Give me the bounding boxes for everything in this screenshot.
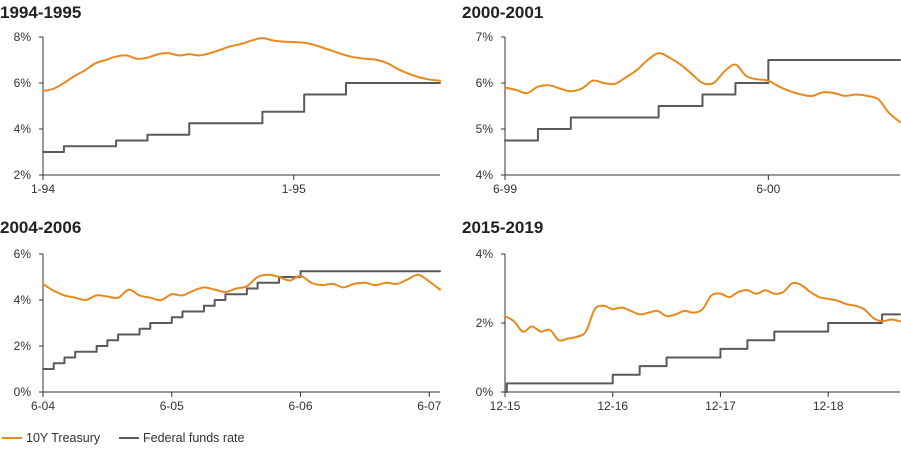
series-line-10y-treasury xyxy=(42,273,441,302)
y-tick-label: 4% xyxy=(14,293,32,307)
series-line-federal-funds-rate xyxy=(504,59,901,142)
x-tick-label: 6-07 xyxy=(417,399,441,413)
x-tick-label: 12-18 xyxy=(813,399,844,413)
chart-panel-0: 1994-1995 2% 4% 6% 8% 1-94 1-95 xyxy=(0,3,441,196)
legend: 10Y Treasury Federal funds rate xyxy=(2,431,244,445)
y-tick-label: 6% xyxy=(14,76,32,90)
chart-title: 1994-1995 xyxy=(0,3,81,22)
chart-panel-1: 2000-2001 4% 5% 6% 7% 6-99 6-00 xyxy=(462,3,901,196)
x-tick-label: 6-99 xyxy=(493,182,517,196)
y-tick-label: 0% xyxy=(476,385,494,399)
chart-panel-3: 2015-2019 0% 2% 4% 12-15 12-16 12-17 12-18 xyxy=(462,218,901,413)
series-line-10y-treasury xyxy=(42,37,441,93)
chart-title: 2015-2019 xyxy=(462,218,543,237)
chart-title: 2004-2006 xyxy=(0,218,81,237)
y-tick-label: 2% xyxy=(476,316,494,330)
y-tick-label: 4% xyxy=(476,168,494,182)
x-tick-label: 6-00 xyxy=(756,182,780,196)
x-tick-label: 1-95 xyxy=(282,182,306,196)
series-line-federal-funds-rate xyxy=(504,313,901,393)
chart-title: 2000-2001 xyxy=(462,3,543,22)
legend-label-10y-treasury: 10Y Treasury xyxy=(26,431,101,445)
series-line-10y-treasury xyxy=(504,281,901,342)
chart-panel-2: 2004-2006 0% 2% 4% 6% 6-04 6-05 6-06 6-07 xyxy=(0,218,442,413)
x-tick-label: 6-04 xyxy=(31,399,55,413)
y-tick-label: 2% xyxy=(14,168,32,182)
y-tick-label: 7% xyxy=(476,30,494,44)
series-line-federal-funds-rate xyxy=(42,270,441,370)
y-tick-label: 4% xyxy=(476,247,494,261)
legend-label-federal-funds-rate: Federal funds rate xyxy=(143,431,244,445)
x-tick-label: 1-94 xyxy=(31,182,55,196)
y-tick-label: 0% xyxy=(14,385,32,399)
x-tick-label: 6-05 xyxy=(160,399,184,413)
series-line-10y-treasury xyxy=(504,52,901,124)
y-tick-label: 4% xyxy=(14,122,32,136)
y-tick-label: 6% xyxy=(14,247,32,261)
x-tick-label: 6-06 xyxy=(288,399,312,413)
x-tick-label: 12-16 xyxy=(597,399,628,413)
y-tick-label: 8% xyxy=(14,30,32,44)
y-tick-label: 2% xyxy=(14,339,32,353)
x-tick-label: 12-17 xyxy=(705,399,736,413)
x-tick-label: 12-15 xyxy=(490,399,521,413)
y-tick-label: 5% xyxy=(476,122,494,136)
series-line-federal-funds-rate xyxy=(42,82,441,153)
y-tick-label: 6% xyxy=(476,76,494,90)
